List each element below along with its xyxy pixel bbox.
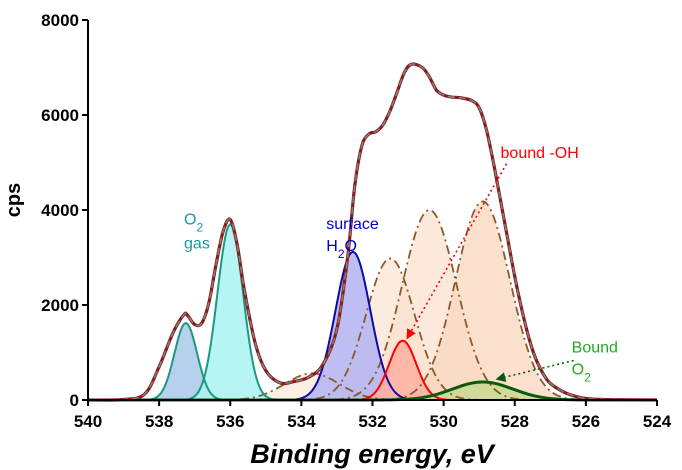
envelope-curves [87,62,658,402]
bound-oh-arrow [406,163,508,340]
measured-spectrum-line [87,63,658,401]
o2-gas-label-line2: gas [184,235,210,252]
y-tick-label: 2000 [41,296,79,315]
surface-h2o-label-line2: H2O [326,238,357,261]
o2-gas-label-line1: O2 [184,211,203,234]
component-dashdot-4-fill [88,201,657,400]
x-tick-label: 536 [216,412,244,431]
y-tick-label: 8000 [41,11,79,30]
x-tick-label: 526 [572,412,600,431]
O2-gas-peak-2-fill [88,224,657,400]
x-tick-label: 530 [429,412,457,431]
surface-h2o-label-line1: surface [326,216,379,233]
x-tick-label: 524 [643,412,672,431]
x-tick-label: 540 [74,412,102,431]
x-tick-label: 528 [501,412,529,431]
ticks: 540 538 536 534 532 530 528 526 524 0 2000 4000 6000… [41,11,672,431]
x-tick-label: 538 [145,412,173,431]
bound-O2-peak-fill [88,381,657,400]
x-tick-label: 534 [287,412,316,431]
bound-o2-label-line2: O2 [572,362,591,385]
bound-o2-arrow [495,359,574,382]
y-tick-label: 0 [70,391,79,410]
y-tick-label: 6000 [41,106,79,125]
x-axis-title: Binding energy, eV [250,439,496,469]
y-axis-title: cps [3,183,25,217]
y-tick-label: 4000 [41,201,79,220]
bound-o2-label-line1: Bound [572,340,618,357]
bound-oh-label: bound -OH [501,145,579,162]
annotation-arrows [406,163,574,382]
x-tick-label: 532 [358,412,386,431]
